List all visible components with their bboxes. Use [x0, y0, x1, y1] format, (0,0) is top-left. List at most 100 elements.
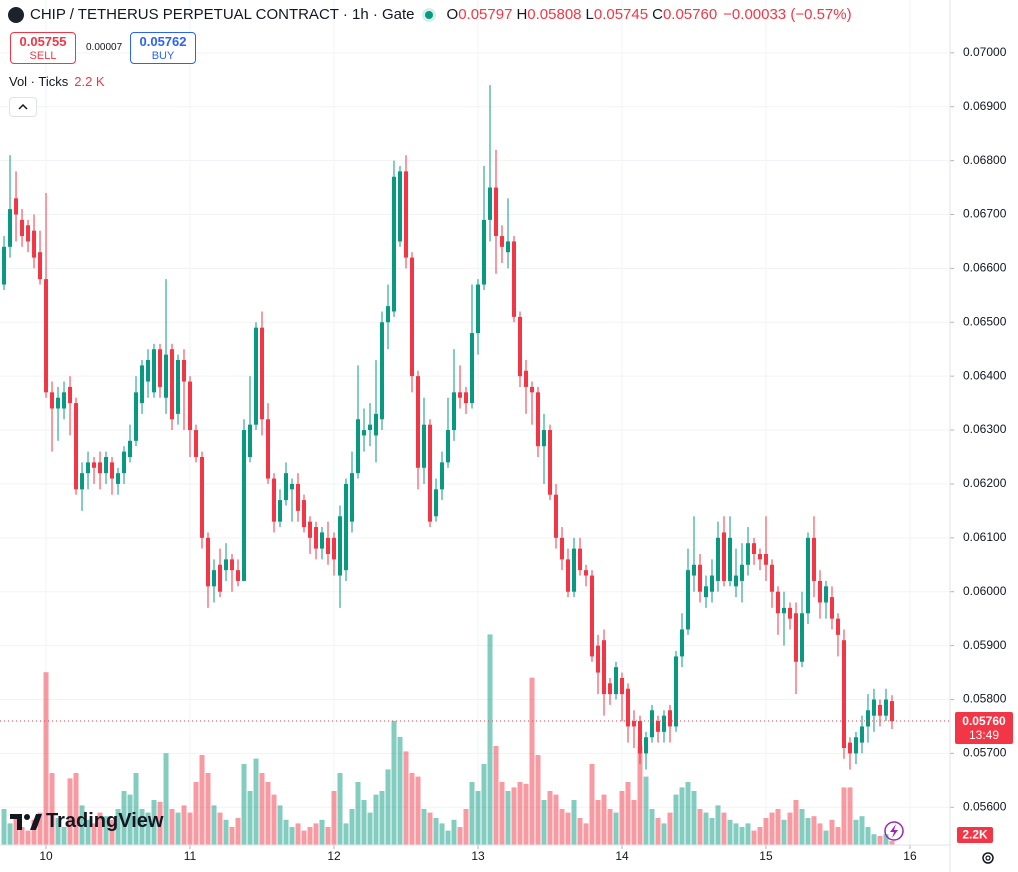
y-tick-label: 0.06900	[963, 99, 1007, 113]
volume-bar	[541, 800, 547, 845]
volume-bar	[187, 812, 193, 845]
candle-body	[230, 559, 235, 571]
volume-bar	[169, 809, 175, 845]
candle-body	[128, 440, 133, 457]
volume-bar	[13, 818, 19, 845]
candle-body	[763, 553, 768, 565]
candle-body	[110, 462, 115, 479]
volume-bar	[373, 794, 379, 845]
chevron-icon	[18, 103, 28, 110]
volume-bar	[565, 812, 571, 845]
volume-bar	[361, 800, 367, 845]
volume-bar	[337, 773, 343, 845]
volume-bar	[697, 809, 703, 845]
volume-bar	[805, 818, 811, 845]
volume-bar	[295, 823, 301, 845]
volume-bar	[253, 758, 259, 845]
candle-body	[853, 737, 858, 754]
candle-body	[410, 257, 415, 377]
candle-body	[164, 354, 169, 398]
candle-body	[206, 537, 211, 587]
candle-body	[625, 688, 630, 727]
volume-bar	[493, 746, 499, 845]
y-tick-label: 0.06700	[963, 207, 1007, 221]
y-tick-label: 0.06500	[963, 314, 1007, 328]
volume-bar	[523, 783, 529, 845]
volume-bar	[715, 805, 721, 845]
buy-button[interactable]: 0.05762 BUY	[130, 32, 196, 64]
volume-bar	[721, 812, 727, 845]
candle-body	[889, 701, 894, 722]
candle-body	[254, 327, 259, 425]
candle-body	[547, 430, 552, 495]
volume-bar	[151, 800, 157, 845]
y-tick-label: 0.06200	[963, 476, 1007, 490]
volume-bar	[163, 753, 169, 845]
volume-bar	[397, 737, 403, 845]
volume-bar	[601, 794, 607, 845]
volume-bar	[109, 819, 115, 845]
symbol-title[interactable]: CHIP / TETHERUS PERPETUAL CONTRACT · 1h …	[30, 6, 415, 23]
last-price-box	[955, 712, 1013, 745]
volume-bar	[733, 823, 739, 845]
candle-body	[523, 370, 528, 387]
volume-bar	[751, 830, 757, 845]
volume-bar	[577, 818, 583, 845]
volume-bar	[829, 819, 835, 845]
volume-bar	[61, 827, 67, 845]
volume-bar	[7, 823, 13, 845]
volume-bar	[157, 801, 163, 845]
volume-bar	[457, 827, 463, 845]
lightning-button[interactable]	[884, 821, 904, 841]
y-tick-label: 0.05900	[963, 638, 1007, 652]
volume-bar	[859, 816, 865, 845]
candle-body	[697, 564, 702, 592]
x-tick-label: 11	[184, 849, 197, 863]
volume-bar	[385, 769, 391, 845]
candle-body	[829, 597, 834, 619]
volume-bar	[277, 805, 283, 845]
candle-body	[859, 726, 864, 743]
candle-body	[62, 392, 67, 409]
candle-body	[224, 559, 229, 571]
volume-bar	[499, 782, 505, 845]
volume-bar	[487, 634, 493, 845]
candle-body	[553, 494, 558, 538]
candle-body	[715, 537, 720, 581]
volume-bar	[475, 791, 481, 845]
volume-bar	[781, 819, 787, 845]
candle-body	[332, 537, 337, 560]
volume-bar	[607, 809, 613, 845]
volume-label-box	[957, 827, 993, 843]
volume-legend: Vol · Ticks 2.2 K	[9, 74, 105, 89]
volume-bar	[409, 773, 415, 845]
candle-body	[68, 386, 73, 404]
volume-bar	[391, 720, 397, 845]
candle-body	[50, 392, 55, 409]
x-tick-label: 15	[759, 849, 773, 863]
settings-button[interactable]	[982, 852, 994, 864]
volume-bar	[619, 791, 625, 845]
sell-button[interactable]: 0.05755 SELL	[10, 32, 76, 64]
collapse-button[interactable]	[9, 97, 37, 117]
volume-bar	[673, 794, 679, 845]
ohlc-key: L	[585, 6, 594, 23]
volume-bar	[115, 809, 121, 845]
candle-body	[152, 349, 157, 393]
candle-body	[386, 306, 391, 323]
volume-bar	[481, 764, 487, 845]
candle-body	[356, 419, 361, 474]
candle-body	[44, 279, 49, 393]
volume-bar	[691, 791, 697, 845]
candle-body	[841, 640, 846, 748]
volume-bar	[229, 827, 235, 845]
candle-body	[32, 230, 37, 258]
volume-bar	[319, 819, 325, 845]
x-tick-label: 10	[39, 849, 53, 863]
volume-bar	[49, 773, 55, 845]
volume-bar	[103, 816, 109, 845]
candle-body	[266, 419, 271, 479]
indicator-value: 2.2 K	[74, 74, 105, 89]
volume-bar	[31, 819, 37, 845]
candle-body	[709, 575, 714, 592]
